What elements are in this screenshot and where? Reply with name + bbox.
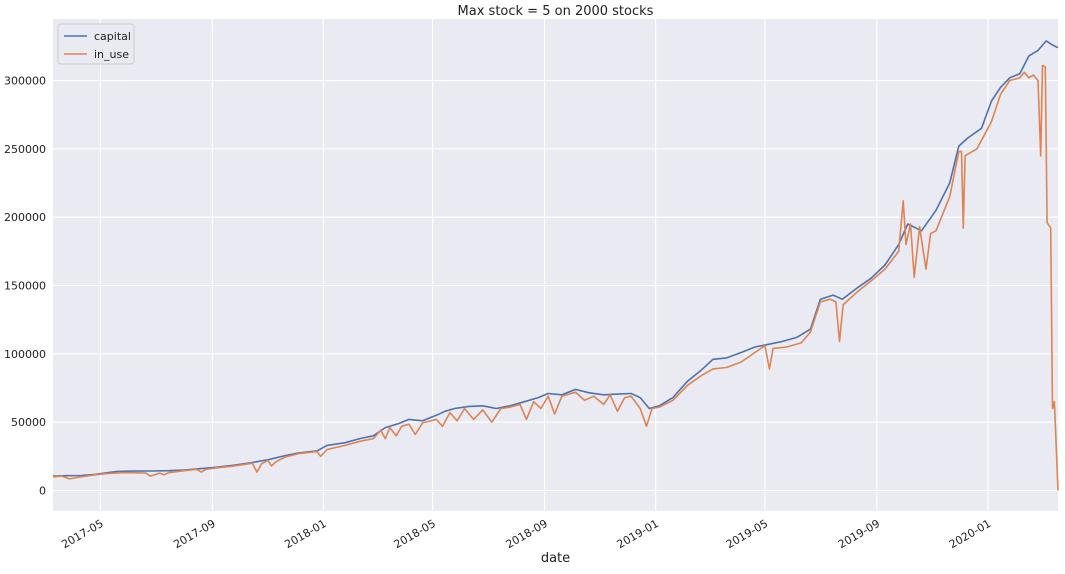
grid-lines (53, 19, 1058, 511)
x-tick-label: 2018-09 (504, 517, 550, 551)
y-tick-label: 250000 (4, 143, 46, 156)
x-axis-label: date (541, 551, 570, 566)
x-tick-label: 2020-01 (947, 517, 993, 551)
x-tick-label: 2018-05 (392, 517, 438, 551)
legend: capital in_use (57, 23, 135, 65)
x-tick-label: 2019-05 (724, 517, 770, 551)
plot-area (53, 19, 1058, 511)
chart-title: Max stock = 5 on 2000 stocks (458, 4, 654, 19)
series-lines (52, 40, 1059, 491)
x-tick-label: 2019-01 (615, 517, 661, 551)
legend-label: capital (94, 30, 131, 43)
plot-background (53, 19, 1058, 511)
y-tick-label: 200000 (4, 211, 46, 224)
x-tick-label: 2017-05 (59, 517, 105, 551)
legend-label: in_use (94, 48, 129, 61)
x-tick-label: 2018-01 (282, 517, 328, 551)
x-tick-label: 2017-09 (171, 517, 217, 551)
y-tick-label: 50000 (11, 416, 46, 429)
y-tick-label: 300000 (4, 75, 46, 88)
y-tick-label: 100000 (4, 348, 46, 361)
y-tick-label: 150000 (4, 280, 46, 293)
y-tick-label: 0 (39, 485, 46, 498)
series-line-in-use (52, 64, 1059, 491)
x-tick-label: 2019-09 (836, 517, 882, 551)
